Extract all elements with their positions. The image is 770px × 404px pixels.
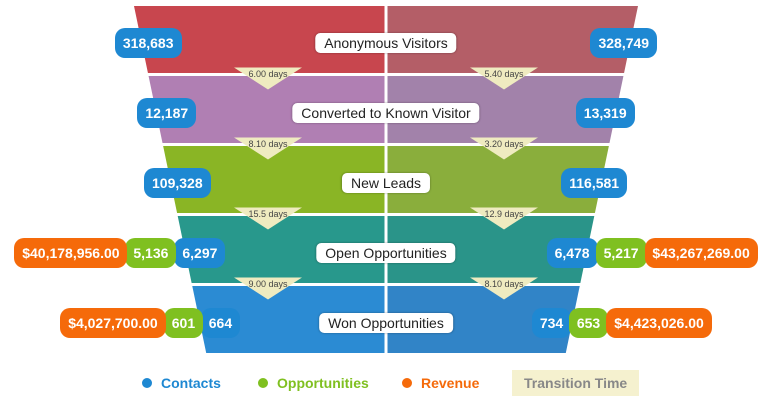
transition-time-left: 9.00 days: [248, 278, 288, 289]
contacts-pill-right: 13,319: [575, 98, 635, 128]
transition-time-left: 8.10 days: [248, 138, 288, 149]
contacts-pill-right: 734: [532, 308, 572, 338]
transition-arrow-left: [234, 67, 302, 90]
transition-time-left: 6.00 days: [248, 68, 288, 79]
stage-label: Won Opportunities: [319, 313, 453, 333]
transition-arrow-right: [470, 207, 538, 230]
revenue-pill-right: $4,423,026.00: [606, 308, 713, 338]
revenue-pill-left: $40,178,956.00: [14, 238, 128, 268]
contacts-pill-left: 6,297: [174, 238, 226, 268]
contacts-pill-left: 12,187: [137, 98, 197, 128]
funnel-band-right: [387, 216, 595, 283]
legend-dot-icon: [258, 378, 268, 389]
contacts-pill-right: 328,749: [590, 28, 658, 58]
stage-label: Open Opportunities: [316, 243, 456, 263]
stage-label: Converted to Known Visitor: [292, 103, 480, 123]
funnel-band-left: [177, 216, 385, 283]
legend-item: Contacts: [142, 370, 221, 396]
funnel-band-left: [134, 6, 385, 73]
funnel-band-right: [387, 6, 638, 73]
transition-time-right: 3.20 days: [484, 138, 524, 149]
transition-arrow-right: [470, 137, 538, 160]
stage-label: New Leads: [341, 173, 431, 193]
opportunities-pill-right: 653: [569, 308, 609, 338]
funnel-band-left: [192, 286, 385, 353]
contacts-pill-right: 116,581: [561, 168, 628, 198]
funnel-band-right: [387, 76, 624, 143]
transition-time-left: 15.5 days: [248, 208, 288, 219]
legend-label: Revenue: [421, 375, 480, 391]
contacts-pill-left: 318,683: [114, 28, 182, 58]
funnel-band-right: [387, 286, 580, 353]
funnel-svg: [134, 6, 638, 353]
contacts-pill-left: 664: [200, 308, 240, 338]
opportunities-pill-right: 5,217: [595, 238, 647, 268]
opportunities-pill-left: 5,136: [125, 238, 177, 268]
legend: Contacts Opportunities Revenue Transition T…: [0, 370, 770, 400]
contacts-pill-right: 6,478: [546, 238, 598, 268]
transition-arrow-right: [470, 67, 538, 90]
legend-dot-icon: [142, 378, 152, 389]
transition-arrow-left: [234, 137, 302, 160]
revenue-pill-right: $43,267,269.00: [644, 238, 758, 268]
transition-time-right: 12.9 days: [484, 208, 524, 219]
stage-label: Anonymous Visitors: [315, 33, 457, 53]
transition-arrow-left: [234, 207, 302, 230]
opportunities-pill-left: 601: [163, 308, 203, 338]
funnel-band-right: [387, 146, 609, 213]
funnel-band-left: [148, 76, 385, 143]
legend-item: Opportunities: [258, 370, 369, 396]
legend-label: Contacts: [161, 375, 221, 391]
transition-arrow-right: [470, 277, 538, 300]
funnel-band-left: [163, 146, 385, 213]
legend-item: Transition Time: [512, 370, 640, 396]
revenue-pill-left: $4,027,700.00: [59, 308, 166, 338]
contacts-pill-left: 109,328: [143, 168, 211, 198]
legend-dot-icon: [402, 378, 412, 389]
transition-time-right: 5.40 days: [484, 68, 524, 79]
legend-label: Opportunities: [277, 375, 369, 391]
transition-arrow-left: [234, 277, 302, 300]
legend-item: Revenue: [402, 370, 479, 396]
transition-time-right: 8.10 days: [484, 278, 524, 289]
